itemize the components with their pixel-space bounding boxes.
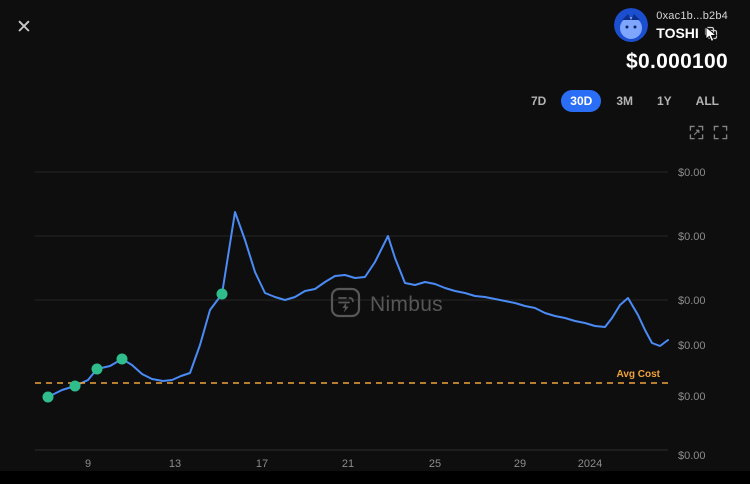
token-header: 0xac1b...b2b4 TOSHI $0.000100 7D 30D 3M … (522, 8, 728, 140)
x-tick-label: 17 (256, 458, 268, 470)
range-all[interactable]: ALL (687, 90, 728, 112)
token-address[interactable]: 0xac1b...b2b4 (656, 9, 728, 22)
y-tick-label: $0.00 (678, 450, 706, 462)
chart-tools (689, 125, 728, 140)
range-1y[interactable]: 1Y (648, 90, 681, 112)
avg-cost-label: Avg Cost (616, 369, 660, 380)
expand-chart-icon[interactable] (689, 125, 704, 140)
buy-marker (116, 353, 128, 365)
buy-marker (42, 391, 54, 403)
token-symbol: TOSHI (656, 24, 699, 41)
y-tick-label: $0.00 (678, 167, 706, 179)
copy-address-icon[interactable] (704, 26, 718, 40)
x-tick-label: 9 (85, 458, 91, 470)
token-symbol-row: TOSHI (656, 25, 718, 41)
range-30d[interactable]: 30D (561, 90, 602, 112)
bottom-filler-bar (0, 471, 750, 484)
price-line (47, 211, 669, 398)
x-tick-label: 2024 (578, 458, 602, 470)
fullscreen-chart-icon[interactable] (713, 125, 728, 140)
x-tick-label: 21 (342, 458, 354, 470)
buy-marker (69, 380, 81, 392)
y-tick-label: $0.00 (678, 340, 706, 352)
y-tick-label: $0.00 (678, 231, 706, 243)
close-button[interactable]: ✕ (16, 17, 32, 38)
range-3m[interactable]: 3M (607, 90, 642, 112)
token-avatar (614, 8, 649, 42)
y-tick-label: $0.00 (678, 391, 706, 403)
range-selector: 7D 30D 3M 1Y ALL (522, 90, 728, 112)
token-price: $0.000100 (626, 50, 728, 73)
range-7d[interactable]: 7D (522, 90, 555, 112)
buy-marker (216, 288, 228, 300)
x-tick-label: 25 (429, 458, 441, 470)
token-meta: 0xac1b...b2b4 TOSHI (656, 10, 728, 41)
token-row: 0xac1b...b2b4 TOSHI (614, 8, 728, 42)
x-tick-label: 13 (169, 458, 181, 470)
y-tick-label: $0.00 (678, 295, 706, 307)
x-tick-label: 29 (514, 458, 526, 470)
buy-marker (91, 363, 103, 375)
